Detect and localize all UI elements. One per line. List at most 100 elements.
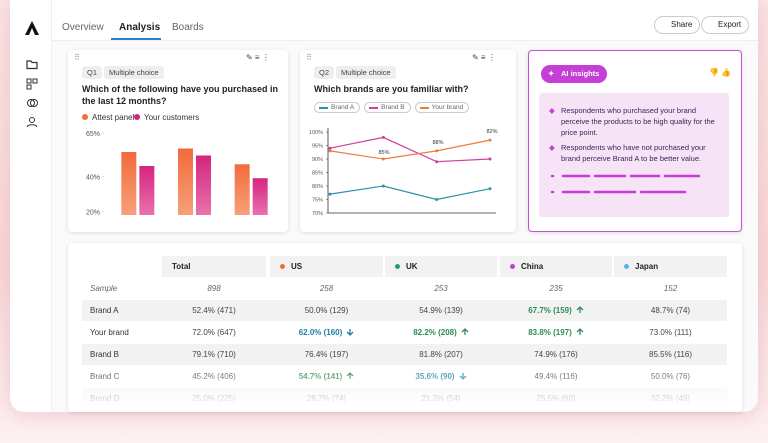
tab[interactable]: Overview [62,22,104,33]
cell: 152 [614,278,727,299]
cell: 67.7% (159) [500,300,612,321]
bar-chart: 65% 40% 20% [86,131,268,217]
y-tick-label: 95% [312,144,323,150]
tab-active[interactable]: Analysis [119,22,161,33]
cell-text: 74.9% (176) [534,350,578,359]
cell: 82.2% (208) [385,322,497,343]
column-dot [280,264,285,269]
y-tick-label: 40% [86,175,100,182]
question-title: Which of the following have you purchase… [82,84,279,106]
bar [139,166,155,215]
question-kind: Multiple choice [336,66,396,79]
cell: 48.7% (74) [614,300,727,321]
arrow [576,328,584,335]
cell: 62.0% (160) [270,322,383,343]
row-band [82,344,727,365]
column-name: UK [406,262,418,271]
annotation: 85% [378,150,389,156]
export-button[interactable]: Export [701,16,750,34]
point [435,198,439,201]
annotation: 88% [432,140,443,146]
cell: 73.0% (111) [614,322,727,343]
line-chart: 100% 95% 90% 85% 80% 75% 70% 85% 88% 82% [309,128,498,217]
column-header: UK [385,256,497,277]
column-name: China [521,262,544,271]
row-label: Brand B [90,350,119,359]
share-button[interactable]: Share [654,16,701,34]
cell: 76.4% (197) [270,344,383,365]
cell: 52.4% (471) [162,300,266,321]
card-insights: ✦ AI insights 👎 👍 ◆ Respondents who purcha… [528,50,742,232]
divider [52,40,758,41]
sidebar-icons[interactable] [25,58,39,138]
annotation: 82% [486,129,497,135]
legend-marker [369,107,379,109]
question-tag: Q2 [314,66,335,79]
arrow [461,328,469,335]
insights-label: AI insights [561,69,600,78]
cell-text: 52.4% (471) [192,306,236,315]
legend-item: Attest panel [82,113,134,122]
cell: 83.8% (197) [500,322,612,343]
cell-text: 258 [319,284,334,293]
legend-swatch [82,114,88,120]
point [488,187,492,191]
arrow [576,306,584,313]
y-tick-label: 65% [86,131,100,138]
cell: 81.8% (207) [385,344,497,365]
insight-text: Respondents who have not purchased your … [561,143,706,163]
cell-text: 72.0% (647) [192,328,236,337]
bar [252,178,268,215]
loading-placeholder [550,174,701,194]
question-kind: Multiple choice [104,66,164,79]
point [381,135,385,139]
cell: 253 [385,278,497,299]
point [328,146,332,150]
cell: 79.1% (710) [162,344,266,365]
cell: 72.0% (647) [162,322,266,343]
column-name: US [291,262,303,271]
trend-arrow-up [576,306,584,313]
legend-marker [319,107,328,109]
tab[interactable]: Boards [172,22,204,33]
row-label: Sample [90,284,118,293]
column-name: Japan [635,262,659,271]
tab-underline [111,38,161,40]
point [435,149,439,153]
column-name: Total [172,262,191,271]
legend-label: Your brand [431,104,464,111]
cell-text: 48.7% (74) [650,306,691,315]
share-label: Share [671,20,693,29]
cell-text: 73.0% (111) [649,328,692,337]
line [329,136,491,163]
point [381,184,385,188]
insights-panel: ◆ Respondents who purchased your brand pe… [539,93,729,217]
cell: 85.5% (116) [614,344,727,365]
y-tick-label: 75% [312,198,323,204]
cell-text: 62.0% (160) [298,328,343,337]
card-q1: ⠿ ✎ ≡ ⋮ Q1 Multiple choice Which of the … [68,50,288,232]
y-tick-label: 85% [312,171,323,177]
legend-marker [419,107,429,109]
cell-text: 235 [549,284,563,293]
point [328,192,332,196]
insight: ◆ Respondents who purchased your brand pe… [549,106,715,137]
cell-text: 54.9% (139) [419,306,463,315]
insight: ◆ Respondents who have not purchased your… [549,143,706,163]
cell: 258 [270,278,383,299]
legend-chip: Brand B [364,102,411,113]
insights-badge: ✦ AI insights [541,65,608,83]
column-dot [395,264,400,269]
cell-text: 83.8% (197) [528,328,572,337]
cell: 235 [500,278,612,299]
cell-text: 76.4% (197) [304,350,349,359]
point [488,157,492,161]
cell-text: 82.2% (208) [413,328,457,337]
y-tick-label: 100% [309,130,323,136]
crosstab: Total US UK China Japan Sample 898 258 253 235 152… [68,243,742,412]
cell-text: 50.0% (129) [304,306,349,315]
cell-text: 67.7% (159) [528,306,572,315]
bar [121,152,137,215]
trend-arrow-up [461,328,469,335]
